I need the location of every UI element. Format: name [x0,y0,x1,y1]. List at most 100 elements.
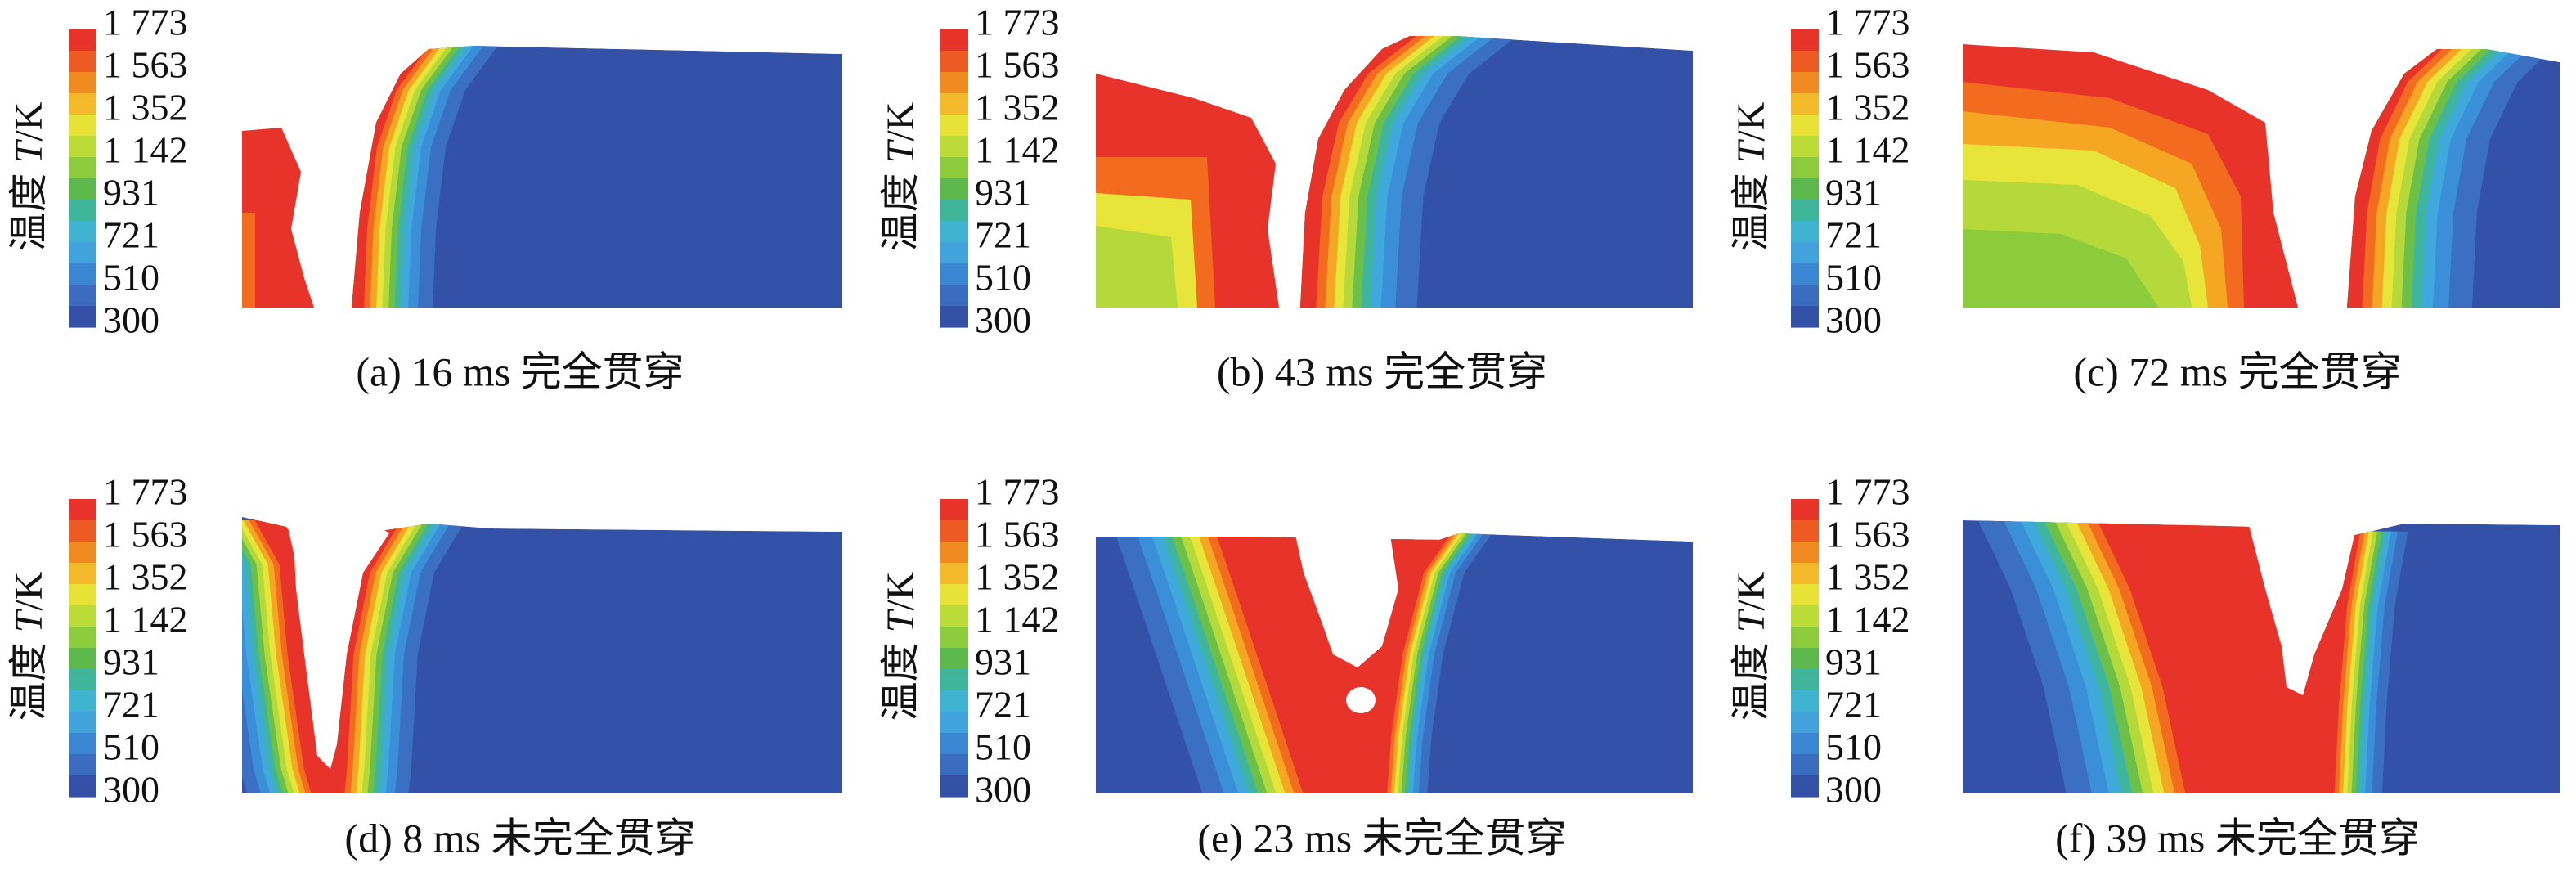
colorbar-label: 1 352 [103,556,188,598]
colorbar-label: 721 [103,214,159,256]
axis-name: 温度 [1730,642,1773,721]
colorbar-band [69,242,96,264]
colorbar-band [1791,200,1819,222]
colorbar-band [1791,29,1819,52]
colorbar-axis-label: 温度 T/K [7,101,51,251]
colorbar-band [69,605,96,627]
colorbar-band [69,584,96,606]
colorbar-label: 931 [103,172,159,214]
colorbar-label: 300 [975,769,1031,811]
colorbar-band [1791,690,1819,712]
axis-name: 温度 [1730,173,1773,251]
colorbar-band [940,200,968,222]
colorbar-band [940,733,968,755]
colorbar-band [940,263,968,285]
colorbar-band [1791,754,1819,776]
void [2249,525,2355,695]
hot-block [242,128,314,308]
axis-name: 温度 [7,173,51,251]
axis-unit: /K [7,101,51,141]
panel-caption: (e) 23 ms 未完全贯穿 [1197,815,1566,861]
colorbar-axis-label: 温度 T/K [879,571,922,721]
colorbar-band [1791,584,1819,606]
colorbar-label: 1 773 [975,471,1060,513]
colorbar-band [69,51,96,73]
contour-field [352,46,842,308]
colorbar-label: 1 352 [1825,87,1910,128]
colorbar-band [940,669,968,691]
colorbar-band [940,157,968,179]
colorbar-label: 300 [103,299,159,341]
colorbar-band [1791,72,1819,94]
temperature-band [1300,36,1430,308]
panel-caption: (f) 39 ms 未完全贯穿 [2055,815,2420,861]
colorbar-label: 300 [1825,769,1882,811]
colorbar-band [69,115,96,137]
colorbar-band [1791,242,1819,264]
colorbar-band [1791,627,1819,649]
colorbar-band [1791,136,1819,158]
colorbar-label: 721 [1825,214,1882,256]
colorbar-band [940,690,968,712]
colorbar-band [69,669,96,691]
axis-symbol: T [879,138,922,163]
axis-unit: /K [879,571,922,610]
colorbar-band [940,93,968,115]
colorbar-band [69,690,96,712]
colorbar-band [1791,51,1819,73]
colorbar-axis-label: 温度 T/K [879,101,922,251]
colorbar-band [69,136,96,158]
colorbar-band [1791,499,1819,521]
colorbar-label: 1 563 [103,44,188,86]
axis-name: 温度 [879,642,922,721]
material [352,46,842,308]
colorbar-band [1791,542,1819,564]
colorbar-axis-label: 温度 T/K [1730,101,1773,251]
colorbar-label: 1 142 [103,129,188,171]
colorbar-band [1791,263,1819,285]
colorbar-band [69,733,96,755]
temperature-band [1300,36,1439,308]
colorbar-label: 1 563 [1825,44,1910,86]
colorbar-band [940,499,968,521]
axis-unit: /K [7,571,51,610]
colorbar-band [1791,669,1819,691]
contour-field [242,517,842,793]
colorbar-label: 931 [975,172,1031,214]
colorbar-band [940,178,968,200]
colorbar-band [1791,563,1819,585]
panel-caption: (a) 16 ms 完全贯穿 [356,348,684,394]
hot-block [1096,226,1178,308]
axis-symbol: T [7,138,51,163]
colorbar-label: 300 [1825,299,1882,341]
colorbar-label: 1 773 [1825,471,1910,513]
colorbar-band [69,775,96,798]
axis-name: 温度 [7,642,51,721]
colorbar-band [940,51,968,73]
colorbar-label: 510 [975,257,1031,299]
colorbar-band [940,285,968,307]
colorbar-band [69,499,96,521]
hot-block [242,213,255,308]
colorbar-label: 1 773 [975,2,1060,43]
colorbar-band [1791,93,1819,115]
hot-block [1963,229,2159,308]
colorbar-label: 1 142 [975,129,1060,171]
colorbar-band [1791,157,1819,179]
axis-unit: /K [879,101,922,141]
colorbar-band [940,306,968,328]
colorbar-band [940,712,968,734]
colorbar-band [940,115,968,137]
axis-unit: /K [1730,101,1773,141]
colorbar-label: 931 [975,641,1031,683]
colorbar-band [940,29,968,52]
colorbar-band [69,520,96,542]
colorbar-label: 1 352 [1825,556,1910,598]
colorbar-label: 1 563 [1825,514,1910,555]
